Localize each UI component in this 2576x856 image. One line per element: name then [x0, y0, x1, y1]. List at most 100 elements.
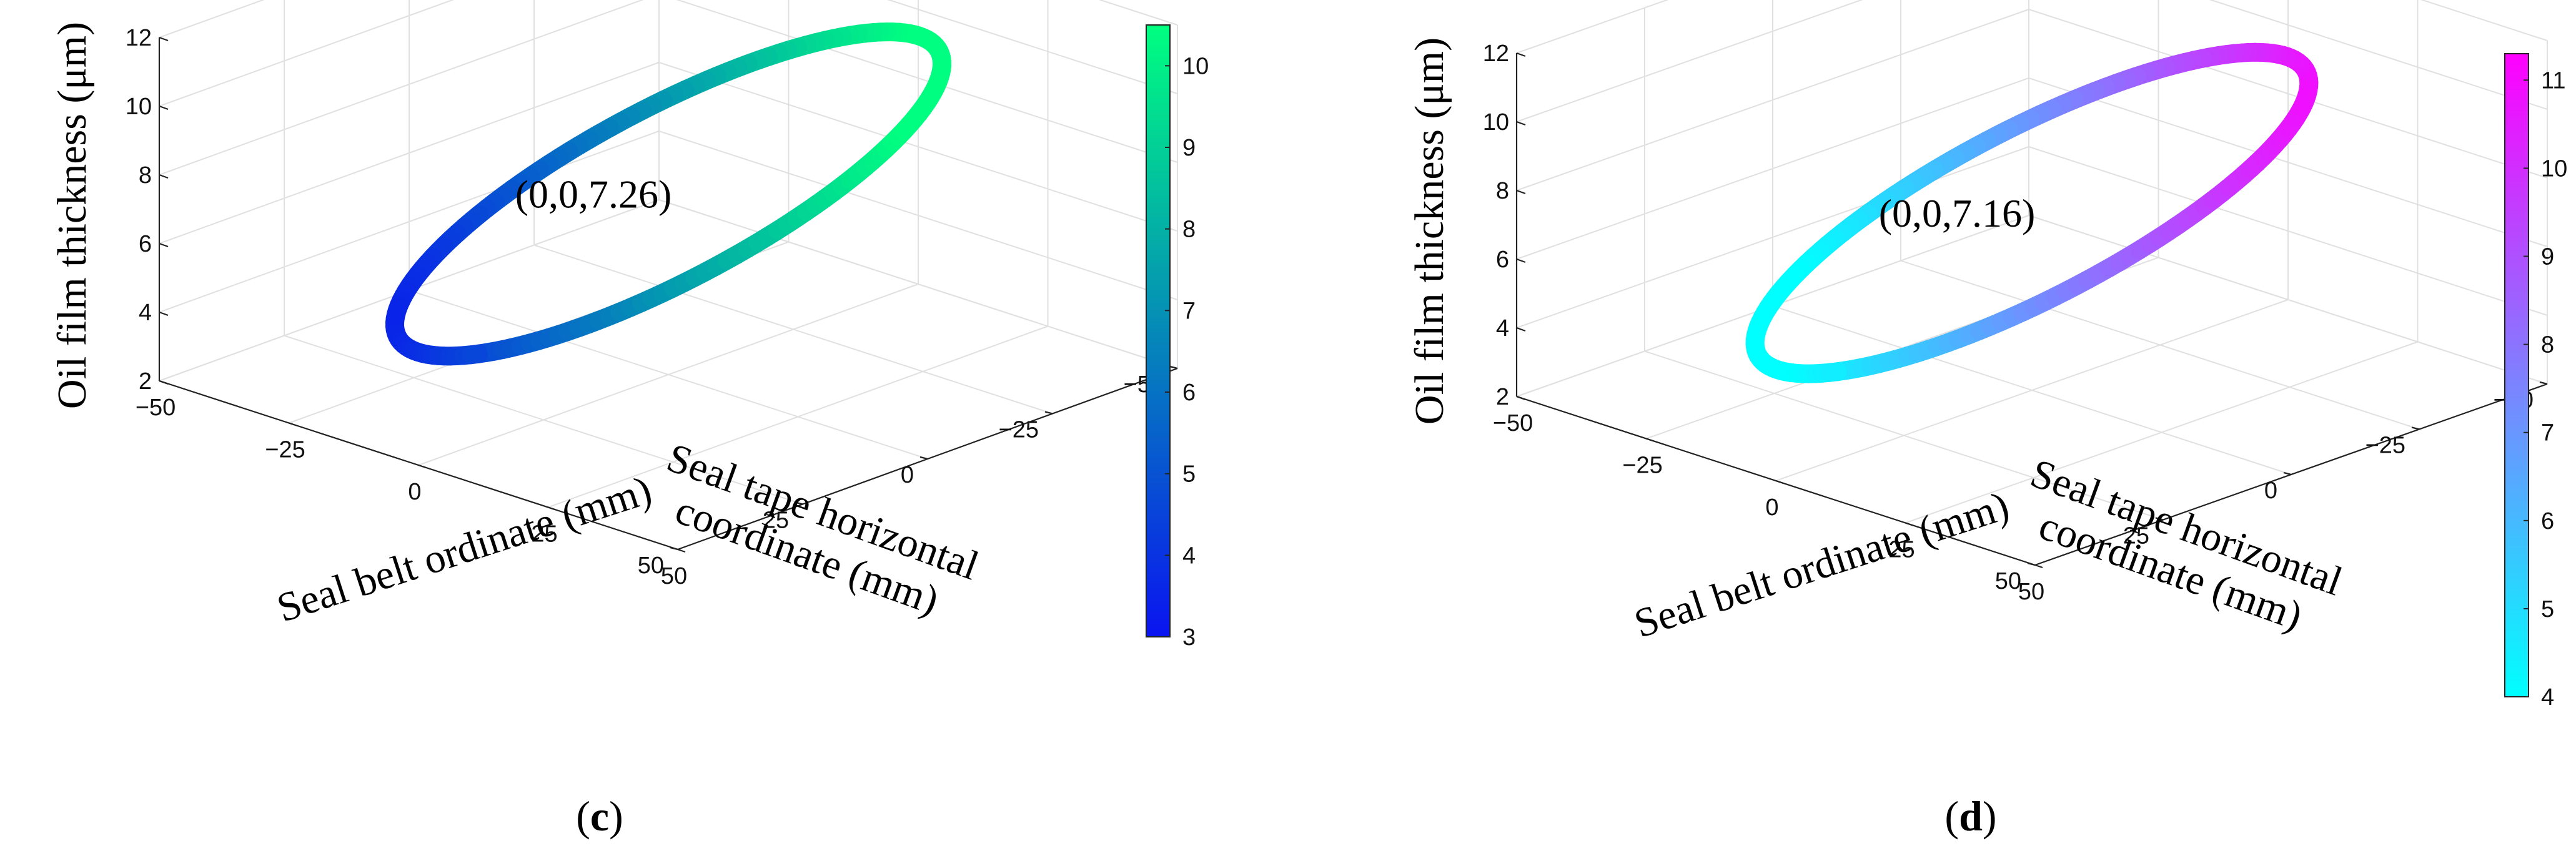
wall-gridline	[658, 62, 1178, 232]
wall-gridline	[159, 0, 265, 38]
x-axis-label: Seal tape horizontalcoordinate (mm)	[645, 435, 984, 632]
y-tick	[159, 380, 167, 385]
colorbar-tick-label: 6	[2541, 508, 2554, 534]
z-tick	[1516, 52, 1526, 57]
z-tick-label: 4	[139, 300, 152, 326]
z-tick-label: 6	[1496, 247, 1509, 273]
x-tick	[670, 546, 678, 551]
wall-gridline	[658, 130, 1178, 300]
z-tick	[1516, 258, 1526, 263]
panel-caption: (d)	[1944, 792, 1996, 840]
z-tick-label: 8	[139, 162, 152, 189]
z-tick-label: 4	[1496, 315, 1509, 342]
wall-gridline	[2028, 146, 2548, 316]
x-tick-label: −25	[999, 417, 1039, 443]
panel-caption: (c)	[576, 792, 623, 840]
x-tick-label: 50	[1995, 568, 2021, 594]
x-tick-label: −25	[2365, 433, 2405, 459]
floor-gridline	[1905, 341, 2418, 524]
caption-open: (	[1944, 792, 1959, 840]
wall-gridline	[159, 130, 660, 313]
y-tick	[2034, 564, 2043, 569]
wall-gridline	[1516, 9, 2029, 191]
x-tick	[2027, 562, 2036, 566]
wall-gridline	[2028, 215, 2548, 385]
x-tick	[795, 501, 803, 505]
wall-gridline	[159, 0, 644, 175]
z-tick-label: 8	[1496, 178, 1509, 204]
y-tick	[677, 548, 686, 553]
x-tick-label: 25	[763, 508, 789, 534]
x-axis-label: Seal tape horizontalcoordinate (mm)	[2009, 450, 2348, 648]
panel-d: 2468101250250−25−50−50−2502550(0,0,7.16)…	[1407, 0, 2567, 840]
z-tick-label: 2	[1496, 384, 1509, 410]
x-tick	[2411, 426, 2420, 430]
colorbar-tick-label: 7	[1182, 298, 1196, 324]
caption-close: )	[1983, 792, 1997, 840]
x-tick-label: 50	[638, 553, 664, 579]
panel-c: 2468101250250−25−50−50−2502550(0,0,7.26)…	[49, 0, 1209, 840]
x-tick	[2155, 517, 2164, 521]
z-tick	[159, 311, 169, 317]
wall-gridline	[1516, 0, 1669, 54]
z-tick-label: 10	[1483, 109, 1509, 135]
z-tick-label: 6	[139, 231, 152, 257]
caption-open: (	[576, 792, 590, 840]
wall-gridline	[1516, 77, 2029, 260]
floor-gridline	[418, 283, 919, 466]
z-axis-label: Oil film thickness (μm)	[49, 22, 95, 409]
colorbar-tick-label: 4	[1182, 543, 1196, 569]
colorbar-tick-label: 6	[1182, 380, 1196, 406]
wall-gridline	[2420, 0, 2548, 41]
y-tick-label: 50	[2018, 579, 2044, 605]
z-tick	[1516, 327, 1526, 332]
x-tick	[1044, 411, 1053, 415]
y-tick-label: 0	[1765, 494, 1778, 521]
y-tick-label: −50	[136, 395, 176, 421]
y-tick	[1646, 438, 1654, 442]
colorbar-tick-label: 9	[1182, 135, 1196, 161]
colorbar-tick-label: 10	[2541, 155, 2567, 182]
caption-letter: d	[1959, 792, 1983, 840]
wall-gridline	[159, 0, 454, 107]
x-tick-label: 0	[2264, 478, 2277, 504]
colorbar-tick-label: 3	[1182, 624, 1196, 651]
ring-segment	[461, 344, 488, 365]
ring-segment	[1820, 362, 1847, 382]
x-tick	[2539, 381, 2548, 385]
z-tick	[1516, 189, 1526, 195]
z-tick	[159, 174, 169, 179]
floor-gridline	[1775, 299, 2289, 481]
wall-gridline	[658, 199, 1178, 369]
wall-gridline	[676, 0, 1178, 163]
z-tick	[159, 105, 169, 111]
y-tick-label: 25	[1888, 537, 1915, 563]
colorbar-tick-label: 5	[2541, 596, 2554, 622]
y-tick	[1905, 522, 1913, 526]
x-tick	[2283, 471, 2292, 476]
colorbar-tick-label: 10	[1182, 53, 1209, 79]
center-annotation: (0,0,7.26)	[515, 172, 672, 217]
colorbar-tick-label: 4	[2541, 684, 2554, 711]
wall-gridline	[2028, 9, 2548, 179]
wall-gridline	[1516, 146, 2029, 328]
floor-gridline	[548, 325, 1048, 508]
y-tick	[418, 464, 427, 469]
z-tick	[1516, 121, 1526, 126]
x-tick-label: 25	[2123, 523, 2149, 549]
colorbar-tick-label: 5	[1182, 461, 1196, 488]
wall-gridline	[2209, 0, 2548, 110]
wall-gridline	[1516, 0, 1863, 122]
z-axis-label: Oil film thickness (μm)	[1407, 37, 1452, 425]
y-tick-label: −25	[1622, 453, 1662, 479]
colorbar-tick-label: 9	[2541, 244, 2554, 270]
colorbar	[2504, 53, 2529, 697]
x-tick-label: 0	[901, 462, 914, 488]
y-tick	[289, 422, 297, 426]
y-tick	[1775, 480, 1784, 485]
z-tick	[159, 242, 169, 248]
y-tick-label: 25	[531, 521, 557, 548]
colorbar	[1146, 24, 1171, 637]
x-tick	[919, 456, 928, 460]
